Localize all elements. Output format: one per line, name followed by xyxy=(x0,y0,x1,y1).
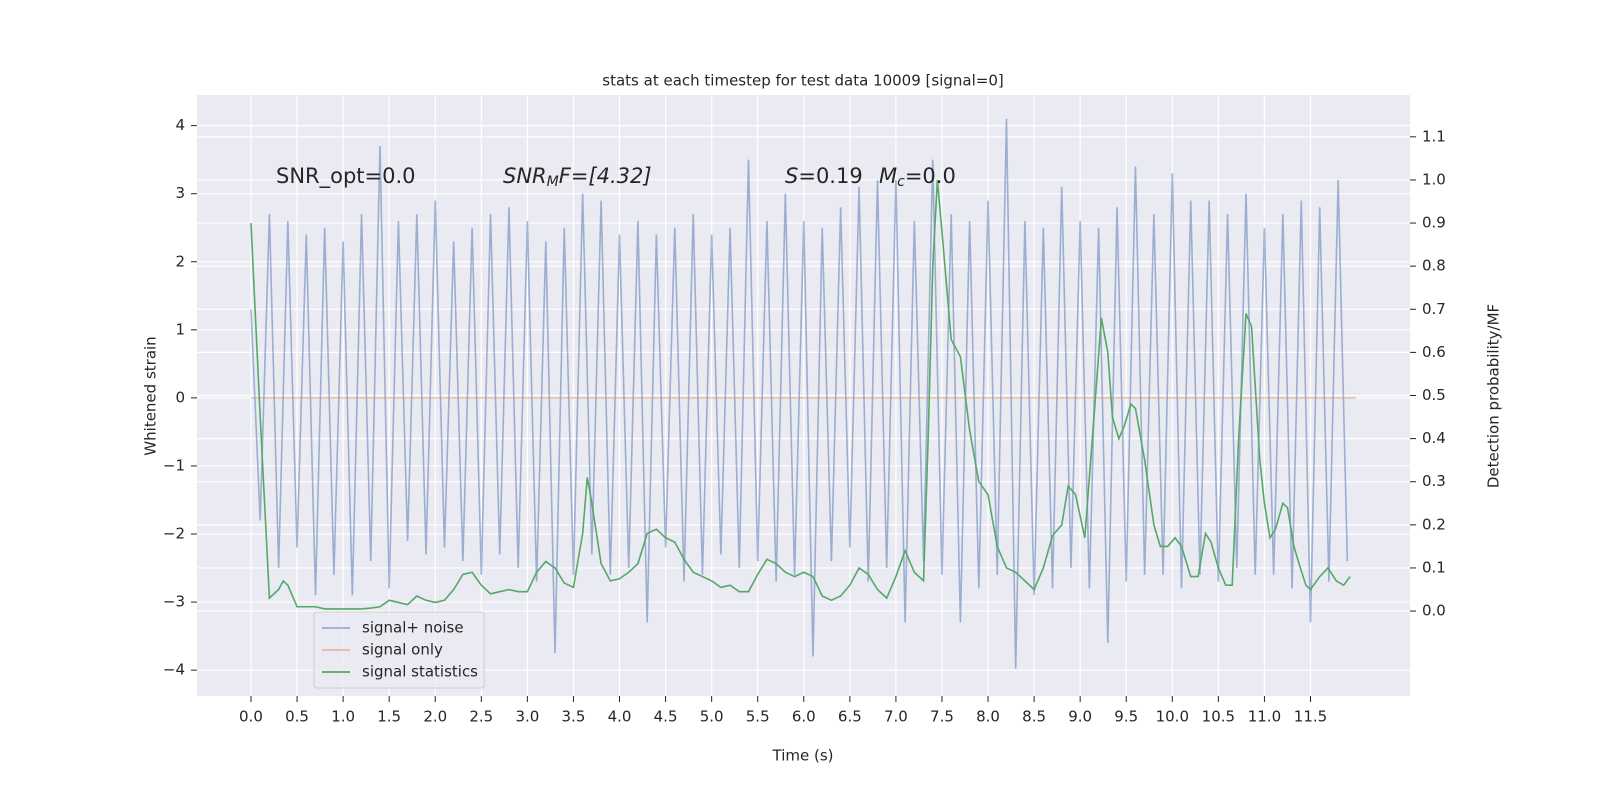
y2-tick-label: 0.9 xyxy=(1422,214,1446,232)
y2-tick-label: 0.2 xyxy=(1422,515,1446,533)
x-tick-label: 8.5 xyxy=(1022,708,1046,726)
legend-label: signal only xyxy=(362,641,443,659)
x-tick-label: 3.5 xyxy=(562,708,586,726)
x-tick-label: 11.5 xyxy=(1294,708,1327,726)
annotation-part: =0.19 xyxy=(798,164,862,188)
x-tick-label: 5.5 xyxy=(746,708,770,726)
y-tick-label: 3 xyxy=(175,184,185,202)
y-tick-label: −4 xyxy=(163,661,185,679)
x-tick-label: 0.5 xyxy=(285,708,309,726)
x-tick-label: 10.0 xyxy=(1156,708,1189,726)
x-tick-label: 1.0 xyxy=(331,708,355,726)
legend-label: signal+ noise xyxy=(362,619,464,637)
x-tick-label: 2.5 xyxy=(469,708,493,726)
y2-tick-label: 0.1 xyxy=(1422,558,1446,576)
annotation-part: M xyxy=(879,164,897,188)
annotation-part: =0.0 xyxy=(905,164,956,188)
annotation: SNRMF=[4.32] xyxy=(503,164,652,190)
legend-box xyxy=(313,611,485,689)
x-tick-label: 9.0 xyxy=(1068,708,1092,726)
marks xyxy=(250,118,1356,669)
x-tick-label: 3.0 xyxy=(515,708,539,726)
y2-axis-label: Detection probability/MF xyxy=(1485,304,1503,488)
x-tick-label: 10.5 xyxy=(1202,708,1235,726)
series-line xyxy=(250,179,1351,610)
y2-tick-label: 0.4 xyxy=(1422,429,1446,447)
annotation: SNR_opt=0.0 xyxy=(276,164,416,189)
chart-title: stats at each timestep for test data 100… xyxy=(602,72,1003,90)
y2-tick-label: 0.5 xyxy=(1422,386,1446,404)
annotation: Mc=0.0 xyxy=(879,164,956,190)
y-tick-label: 4 xyxy=(175,116,185,134)
legend-label: signal statistics xyxy=(362,663,478,681)
x-tick-label: 7.5 xyxy=(930,708,954,726)
y2-tick-label: 0.3 xyxy=(1422,472,1446,490)
y-tick-label: −3 xyxy=(163,593,185,611)
y-tick-label: 1 xyxy=(175,320,185,338)
y2-tick-label: 0.7 xyxy=(1422,300,1446,318)
annotation-part: F=[4.32] xyxy=(559,164,652,188)
x-tick-label: 1.5 xyxy=(377,708,401,726)
x-tick-label: 6.0 xyxy=(792,708,816,726)
y-tick-label: 0 xyxy=(175,388,185,406)
y2-tick-label: 0.0 xyxy=(1422,602,1446,620)
y-tick-label: −2 xyxy=(163,525,185,543)
y2-tick-label: 1.1 xyxy=(1422,127,1446,145)
x-axis-label: Time (s) xyxy=(772,747,834,765)
x-tick-label: 6.5 xyxy=(838,708,862,726)
y-axis-label: Whitened strain xyxy=(142,336,160,455)
x-tick-label: 5.0 xyxy=(700,708,724,726)
y2-tick-label: 0.8 xyxy=(1422,257,1446,275)
x-tick-label: 4.5 xyxy=(654,708,678,726)
x-tick-label: 0.0 xyxy=(239,708,263,726)
x-tick-label: 2.0 xyxy=(423,708,447,726)
annotation-part: S xyxy=(785,164,798,188)
x-tick-label: 4.0 xyxy=(608,708,632,726)
annotation-part: c xyxy=(897,174,905,190)
y-tick-label: 2 xyxy=(175,252,185,270)
annotation-part: M xyxy=(547,174,559,190)
x-tick-label: 8.0 xyxy=(976,708,1000,726)
x-tick-label: 7.0 xyxy=(884,708,908,726)
x-tick-label: 9.5 xyxy=(1114,708,1138,726)
x-tick-label: 11.0 xyxy=(1248,708,1281,726)
annotation: S=0.19 xyxy=(785,164,863,188)
y-tick-label: −1 xyxy=(163,456,185,474)
annotation-part: SNR xyxy=(503,164,547,188)
legend: signal+ noise signal only signal statistic… xyxy=(313,611,485,689)
y2-tick-label: 1.0 xyxy=(1422,170,1446,188)
y2-tick-label: 0.6 xyxy=(1422,343,1446,361)
